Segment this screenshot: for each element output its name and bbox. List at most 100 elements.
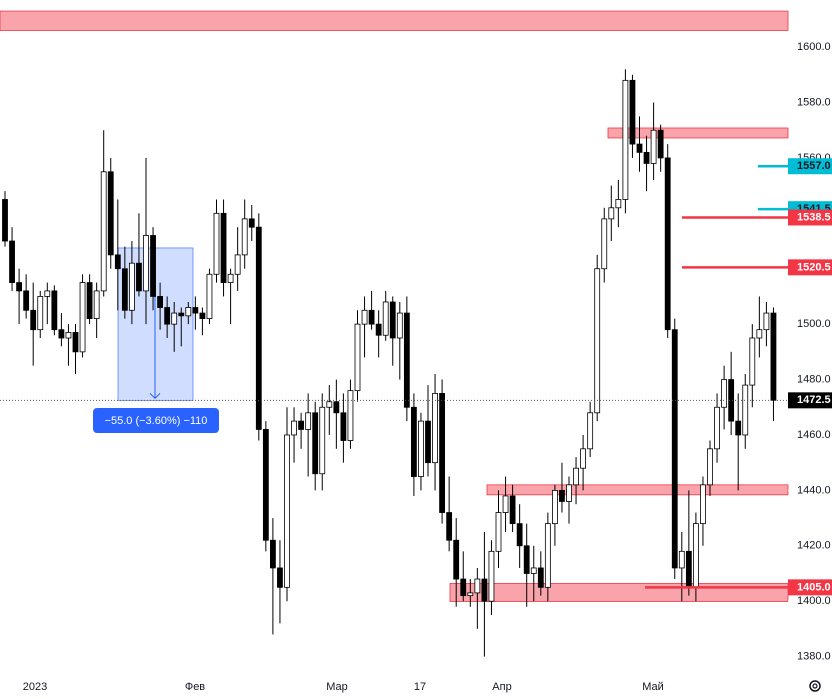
candle-body bbox=[51, 290, 58, 331]
candle-body bbox=[467, 592, 474, 597]
y-tick-label: 1420.0 bbox=[797, 540, 831, 552]
plot bbox=[0, 10, 789, 657]
candle-body bbox=[629, 79, 636, 145]
candle-body bbox=[58, 329, 65, 339]
candle-body bbox=[86, 282, 93, 320]
candle-body bbox=[305, 412, 312, 430]
candle-body bbox=[220, 212, 227, 283]
candle-body bbox=[742, 384, 749, 436]
candle-body bbox=[269, 539, 276, 569]
candle-body bbox=[185, 307, 192, 317]
candle-body bbox=[685, 550, 692, 588]
candle-body bbox=[544, 523, 551, 588]
candle-body bbox=[439, 393, 446, 513]
candle-body bbox=[453, 539, 460, 580]
y-tick-label: 1500.0 bbox=[797, 318, 831, 330]
x-tick-label: Фев bbox=[185, 681, 205, 693]
candle-body bbox=[671, 329, 678, 569]
candle-body bbox=[164, 307, 171, 325]
candle-body bbox=[721, 379, 727, 408]
candle-body bbox=[16, 282, 23, 292]
candle-body bbox=[587, 412, 594, 450]
candle-body bbox=[601, 218, 608, 270]
candle-body bbox=[157, 296, 164, 308]
candle-body bbox=[664, 157, 671, 331]
candle-body bbox=[241, 218, 248, 256]
candle-body bbox=[30, 309, 37, 331]
candle-body bbox=[749, 337, 756, 386]
price-label-bg bbox=[788, 579, 832, 596]
x-tick-label: Май bbox=[642, 681, 664, 693]
candle-body bbox=[37, 296, 44, 331]
candle-body bbox=[23, 290, 30, 311]
measure-arrowhead bbox=[149, 392, 161, 400]
candle-body bbox=[770, 312, 777, 401]
x-tick-label: 17 bbox=[414, 681, 426, 693]
candle-body bbox=[432, 393, 438, 464]
candle-body bbox=[340, 412, 347, 441]
candle-body bbox=[693, 523, 699, 588]
candle-body bbox=[460, 578, 467, 597]
candle-body bbox=[643, 151, 650, 164]
y-tick-label: 1400.0 bbox=[797, 595, 831, 607]
y-tick-label: 1380.0 bbox=[797, 651, 831, 663]
candle-body bbox=[396, 312, 403, 339]
candle-body bbox=[291, 420, 297, 436]
candle-body bbox=[298, 420, 305, 430]
candle-body bbox=[735, 420, 742, 436]
candle-body bbox=[171, 312, 178, 325]
candle-body bbox=[114, 254, 121, 270]
candle-body bbox=[100, 171, 107, 292]
candle-body bbox=[143, 235, 149, 292]
candle-body bbox=[128, 262, 135, 311]
candle-body bbox=[333, 401, 340, 414]
candle-body bbox=[425, 420, 431, 464]
candle-body bbox=[636, 143, 643, 153]
candle-body bbox=[178, 312, 185, 317]
candle-body bbox=[382, 301, 389, 336]
candle-body bbox=[347, 390, 354, 441]
x-tick-label: 2023 bbox=[23, 681, 47, 693]
candle-body bbox=[93, 290, 100, 320]
candle-body bbox=[326, 401, 333, 408]
zone bbox=[0, 10, 789, 31]
candle-body bbox=[418, 420, 424, 477]
candle-body bbox=[678, 550, 685, 569]
candle-body bbox=[107, 171, 114, 256]
price-label: 1557.0 bbox=[797, 160, 831, 172]
candle-body bbox=[206, 273, 213, 320]
candle-body bbox=[537, 567, 544, 588]
candle-body bbox=[516, 523, 523, 547]
candle-body bbox=[650, 129, 657, 164]
candle-body bbox=[121, 268, 128, 311]
candle-body bbox=[608, 207, 615, 220]
price-label: 1472.5 bbox=[797, 394, 831, 406]
candle-body bbox=[410, 406, 417, 477]
candle-body bbox=[615, 199, 622, 209]
y-tick-label: 1460.0 bbox=[797, 429, 831, 441]
candle-body bbox=[227, 273, 234, 283]
candle-body bbox=[763, 312, 770, 331]
price-label-bg bbox=[788, 158, 832, 175]
gear-hub[interactable] bbox=[812, 683, 818, 689]
candle-body bbox=[136, 262, 142, 292]
candle-body bbox=[368, 309, 375, 325]
candle-body bbox=[403, 312, 410, 408]
gear[interactable] bbox=[809, 680, 821, 692]
candle-body bbox=[700, 484, 706, 525]
candle-body bbox=[481, 578, 488, 602]
candle-body bbox=[284, 434, 290, 588]
candle-body bbox=[354, 323, 361, 392]
settings-icon[interactable] bbox=[809, 680, 821, 692]
y-tick-label: 1600.0 bbox=[797, 41, 831, 53]
y-tick-label: 1440.0 bbox=[797, 484, 831, 496]
candle-body bbox=[488, 550, 495, 602]
candle-body bbox=[580, 448, 586, 469]
price-label: 1520.5 bbox=[797, 261, 831, 273]
zone bbox=[607, 127, 789, 139]
candle-body bbox=[756, 329, 763, 339]
candle-body bbox=[150, 235, 156, 297]
candle-body bbox=[530, 567, 537, 574]
candle-body bbox=[389, 301, 396, 339]
